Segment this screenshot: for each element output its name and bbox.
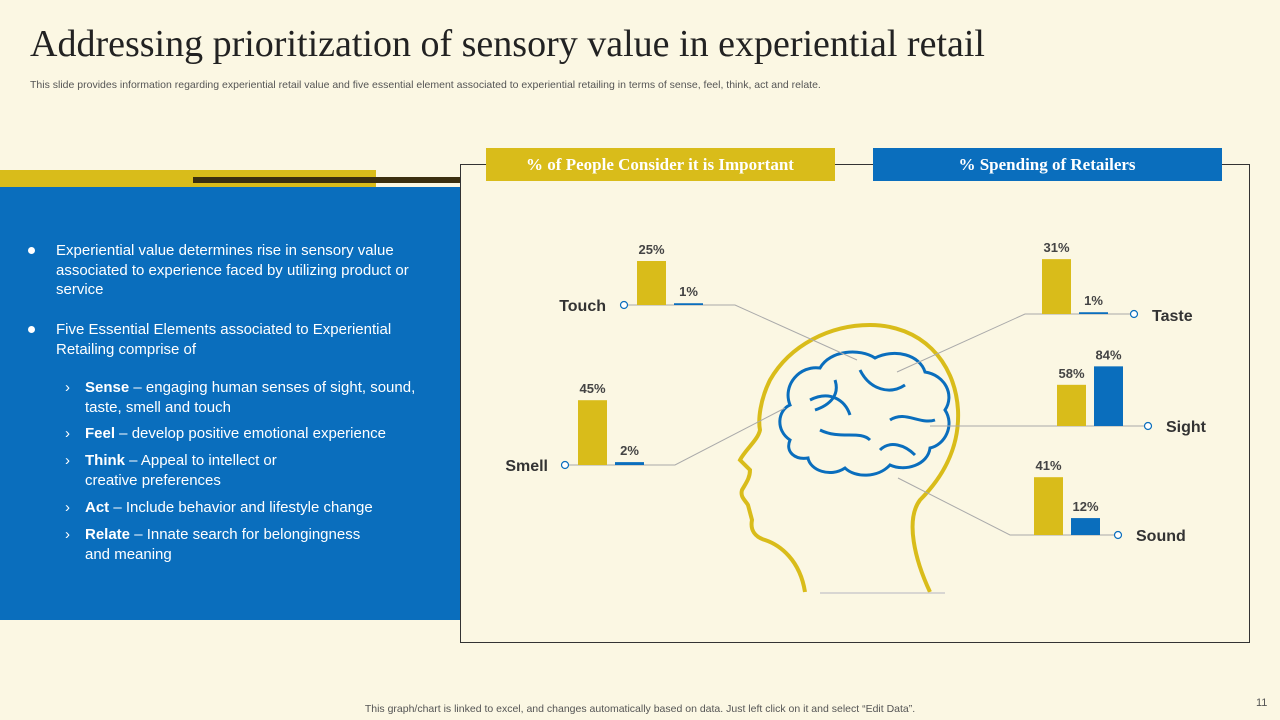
legend-box: [486, 148, 835, 181]
connector-dot: [1143, 421, 1153, 431]
bar: [1079, 312, 1108, 314]
category-label: Sound: [1136, 528, 1186, 545]
value-label: 84%: [1095, 347, 1121, 362]
connector: [896, 313, 1134, 373]
title: Addressing prioritization of sensory val…: [30, 23, 985, 65]
legend-box: [873, 148, 1222, 181]
footnote: This graph/chart is linked to excel, and…: [364, 703, 916, 715]
desc: – develop positive emotional experience: [115, 425, 387, 442]
value-label: 12%: [1072, 499, 1098, 514]
item: Sense – engaging human senses of sight, …: [65, 378, 445, 417]
bullet: Five Essential Elements associated to Ex…: [28, 320, 416, 359]
desc: – engaging human senses of sight, sound,…: [85, 379, 416, 416]
value-label: 1%: [679, 284, 698, 299]
item: Act – Include behavior and lifestyle cha…: [65, 498, 445, 518]
text-panel: Experiential value determines rise in se…: [0, 187, 460, 620]
legend-label: % Spending of Retailers: [958, 155, 1135, 174]
brain: [778, 350, 951, 477]
bar: [615, 462, 644, 465]
value-label: 58%: [1058, 366, 1084, 381]
category-label: Sight: [1166, 419, 1207, 436]
term: Think: [85, 452, 125, 469]
head: [737, 322, 961, 594]
desc: – Appeal to intellect or creative prefer…: [85, 452, 277, 489]
item: Relate – Innate search for belongingness…: [65, 525, 385, 564]
connector-dot: [560, 460, 570, 470]
bar: [674, 303, 703, 305]
value-label: 41%: [1035, 458, 1061, 473]
desc: – Innate search for belongingness and me…: [85, 526, 361, 563]
category-label: Touch: [559, 298, 606, 315]
term: Act: [85, 499, 110, 516]
value-label: 1%: [1084, 293, 1103, 308]
term: Relate: [85, 526, 131, 543]
bar: [637, 261, 666, 305]
desc: – Include behavior and lifestyle change: [109, 499, 373, 516]
connector-dot: [1129, 309, 1139, 319]
category-label: Taste: [1152, 308, 1193, 325]
subtitle: This slide provides information regardin…: [30, 79, 821, 91]
item: Think – Appeal to intellect or creative …: [65, 451, 305, 490]
value-label: 31%: [1043, 240, 1069, 255]
item: Feel – develop positive emotional experi…: [65, 424, 445, 444]
bar: [1071, 518, 1100, 535]
legend-label: % of People Consider it is Important: [526, 155, 794, 174]
term: Feel: [85, 425, 116, 442]
value-label: 25%: [638, 242, 664, 257]
accent-line: [193, 177, 460, 183]
connector-dot: [1113, 530, 1123, 540]
value-label: 2%: [620, 443, 639, 458]
term: Sense: [85, 379, 130, 396]
bar: [1057, 384, 1086, 426]
value-label: 45%: [579, 381, 605, 396]
bar: [1034, 477, 1063, 535]
bullet: Experiential value determines rise in se…: [28, 241, 416, 300]
frame: [460, 164, 1250, 643]
connector: [624, 304, 858, 361]
bar: [578, 400, 607, 465]
connector-dot: [619, 300, 629, 310]
page-number: 11: [1256, 697, 1268, 709]
category-label: Smell: [505, 458, 548, 475]
bar: [1094, 366, 1123, 426]
bar: [1042, 259, 1071, 314]
